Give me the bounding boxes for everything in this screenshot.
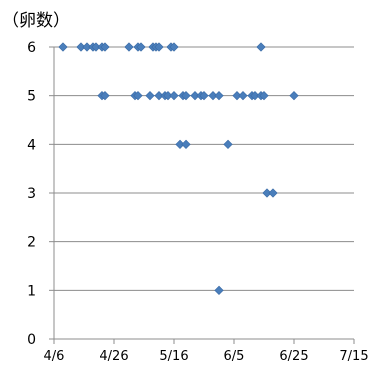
data-point (100, 91, 110, 101)
data-points (58, 42, 299, 295)
data-point (238, 91, 248, 101)
x-tick-label: 7/15 (339, 349, 368, 364)
data-point (181, 91, 191, 101)
data-point (268, 188, 278, 198)
data-point (223, 139, 233, 149)
data-point (169, 91, 179, 101)
x-tick-label: 4/6 (44, 349, 65, 364)
x-tick-label: 6/5 (224, 349, 245, 364)
y-tick-label: 6 (27, 40, 36, 56)
data-point (133, 91, 143, 101)
grid-lines (54, 46, 354, 291)
x-tick-label: 5/16 (159, 349, 188, 364)
data-point (169, 42, 179, 52)
x-tick-label: 4/26 (99, 349, 128, 364)
y-tick-label: 3 (27, 186, 36, 202)
data-point (259, 91, 269, 101)
data-point (136, 42, 146, 52)
data-point (181, 139, 191, 149)
y-tick-label: 0 (27, 332, 36, 348)
data-point (256, 42, 266, 52)
y-tick-label: 1 (27, 283, 36, 299)
x-tick-labels: 4/6 4/26 5/16 6/5 6/25 7/15 (44, 339, 369, 364)
data-point (214, 91, 224, 101)
y-tick-label: 2 (27, 235, 36, 251)
data-point (145, 91, 155, 101)
data-point (289, 91, 299, 101)
data-point (214, 285, 224, 295)
x-tick-label: 6/25 (279, 349, 308, 364)
data-point (58, 42, 68, 52)
data-point (124, 42, 134, 52)
y-tick-labels: 0 1 2 3 4 5 6 (27, 40, 54, 348)
data-point (199, 91, 209, 101)
y-tick-label: 5 (27, 89, 36, 105)
y-axis-label: （卵数） (2, 11, 70, 31)
data-point (100, 42, 110, 52)
y-tick-label: 4 (27, 137, 36, 153)
data-point (154, 42, 164, 52)
